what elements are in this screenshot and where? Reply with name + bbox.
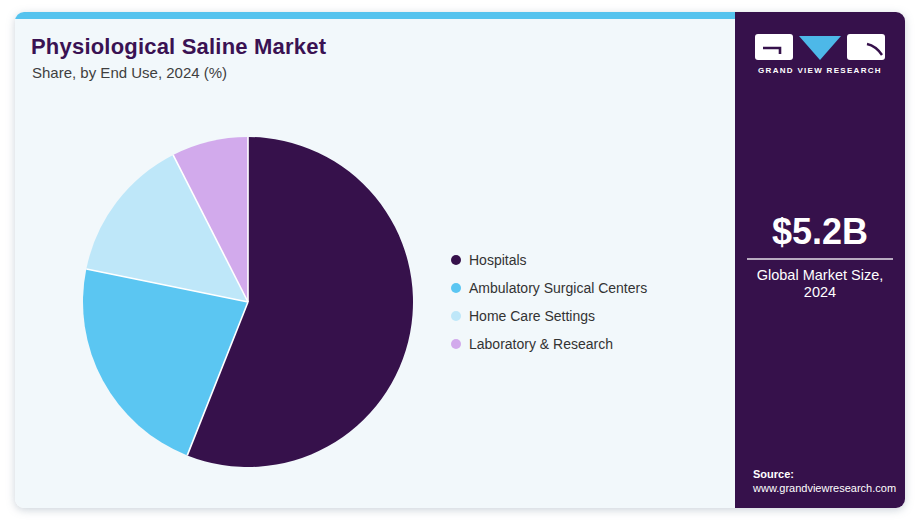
logo-v-triangle-icon xyxy=(797,34,843,61)
legend-item: Hospitals xyxy=(451,246,647,274)
gvr-logo: GRAND VIEW RESEARCH xyxy=(735,34,905,75)
source-url: www.grandviewresearch.com xyxy=(753,481,896,495)
legend-label: Hospitals xyxy=(469,252,527,268)
legend-swatch xyxy=(451,339,461,349)
chart-panel: Physiological Saline Market Share, by En… xyxy=(15,12,735,508)
legend: Hospitals Ambulatory Surgical Centers Home… xyxy=(451,246,647,358)
logo-g-icon xyxy=(755,34,793,60)
legend-item: Home Care Settings xyxy=(451,302,647,330)
market-size-divider xyxy=(747,258,893,260)
gvr-logo-marks xyxy=(735,34,905,61)
logo-text: GRAND VIEW RESEARCH xyxy=(735,66,905,75)
legend-swatch xyxy=(451,311,461,321)
page-title: Physiological Saline Market xyxy=(31,34,326,60)
market-size-value: $5.2B xyxy=(735,212,905,252)
legend-label: Laboratory & Research xyxy=(469,336,613,352)
top-accent-bar xyxy=(15,12,735,19)
legend-label: Home Care Settings xyxy=(469,308,595,324)
legend-item: Laboratory & Research xyxy=(451,330,647,358)
sidebar: GRAND VIEW RESEARCH $5.2B Global Market … xyxy=(735,12,905,508)
source-label: Source: xyxy=(753,467,896,481)
legend-swatch xyxy=(451,283,461,293)
infographic-card: Physiological Saline Market Share, by En… xyxy=(15,12,905,508)
source-block: Source: www.grandviewresearch.com xyxy=(753,467,896,495)
pie-chart xyxy=(80,134,416,470)
legend-item: Ambulatory Surgical Centers xyxy=(451,274,647,302)
market-size-block: $5.2B Global Market Size, 2024 xyxy=(735,212,905,301)
legend-label: Ambulatory Surgical Centers xyxy=(469,280,647,296)
page-subtitle: Share, by End Use, 2024 (%) xyxy=(32,64,227,81)
market-size-label: Global Market Size, 2024 xyxy=(745,267,895,301)
legend-swatch xyxy=(451,255,461,265)
logo-r-icon xyxy=(847,34,885,60)
